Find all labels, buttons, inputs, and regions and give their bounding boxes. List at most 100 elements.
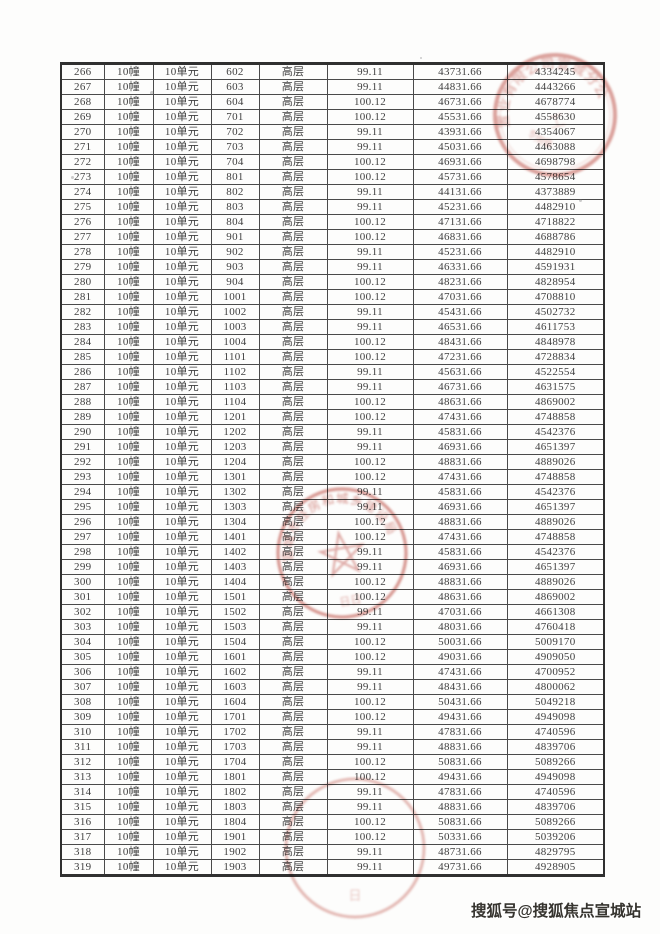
table-cell: 99.11 [326,424,414,440]
table-cell: 10幢 [103,754,154,770]
table-cell: 10单元 [152,274,212,290]
table-cell: 4591931 [506,259,605,275]
table-cell: 10单元 [152,349,212,365]
table-row: 273 10幢 10单元 801 高层 100.12 45731.66 4578654 [60,169,605,185]
table-cell: 48731.66 [412,844,508,860]
table-row: 285 10幢 10单元 1101 高层 100.12 47231.66 4728834 [60,349,605,365]
table-cell: 高层 [258,349,328,365]
table-cell: 313 [60,769,105,785]
table-cell: 100.12 [326,349,414,365]
table-cell: 315 [60,799,105,815]
table-cell: 99.11 [326,319,414,335]
table-cell: 4829795 [506,844,605,860]
table-cell: 10幢 [103,544,154,560]
table-cell: 10幢 [103,334,154,350]
table-cell: 4909050 [506,649,605,665]
table-cell: 高层 [258,679,328,695]
table-cell: 288 [60,394,105,410]
table-cell: 99.11 [326,184,414,200]
table-cell: 99.11 [326,484,414,500]
table-cell: 303 [60,619,105,635]
table-cell: 703 [210,139,260,155]
table-cell: 47831.66 [412,784,508,800]
table-cell: 1004 [210,334,260,350]
table-cell: 4463088 [506,139,605,155]
table-cell: 4760418 [506,619,605,635]
table-cell: 1001 [210,289,260,305]
table-cell: 99.11 [326,844,414,860]
table-cell: 10单元 [152,814,212,830]
table-cell: 10单元 [152,244,212,260]
table-cell: 10幢 [103,739,154,755]
table-cell: 704 [210,154,260,170]
table-cell: 4651397 [506,499,605,515]
table-cell: 287 [60,379,105,395]
table-cell: 5039206 [506,829,605,845]
table-cell: 274 [60,184,105,200]
table-row: 289 10幢 10单元 1201 高层 100.12 47431.66 4748858 [60,409,605,425]
table-cell: 10单元 [152,859,212,876]
table-row: 275 10幢 10单元 803 高层 99.11 45231.66 4482910 [60,199,605,215]
table-cell: 1203 [210,439,260,455]
table-cell: 高层 [258,664,328,680]
table-cell: 10幢 [103,604,154,620]
table-cell: 46731.66 [412,94,508,110]
table-cell: 10幢 [103,439,154,455]
table-cell: 10幢 [103,784,154,800]
table-cell: 285 [60,349,105,365]
table-cell: 10单元 [152,304,212,320]
table-cell: 1402 [210,544,260,560]
table-cell: 4839706 [506,739,605,755]
table-cell: 高层 [258,244,328,260]
table-cell: 10幢 [103,514,154,530]
table-cell: 4698798 [506,154,605,170]
table-cell: 272 [60,154,105,170]
table-cell: 1603 [210,679,260,695]
table-cell: 49431.66 [412,769,508,785]
table-row: 271 10幢 10单元 703 高层 99.11 45031.66 4463088 [60,139,605,155]
table-cell: 10幢 [103,679,154,695]
table-cell: 46931.66 [412,154,508,170]
table-cell: 10单元 [152,109,212,125]
table-cell: 4848978 [506,334,605,350]
table-row: 314 10幢 10单元 1802 高层 99.11 47831.66 4740596 [60,784,605,800]
table-cell: 48631.66 [412,394,508,410]
table-row: 309 10幢 10单元 1701 高层 100.12 49431.66 4949098 [60,709,605,725]
table-row: 282 10幢 10单元 1002 高层 99.11 45431.66 4502732 [60,304,605,320]
table-cell: 10幢 [103,214,154,230]
table-cell: 602 [210,63,260,80]
table-cell: 269 [60,109,105,125]
table-cell: 99.11 [326,619,414,635]
table-cell: 10单元 [152,469,212,485]
table-cell: 48831.66 [412,514,508,530]
table-cell: 10幢 [103,244,154,260]
table-cell: 高层 [258,589,328,605]
table-cell: 5089266 [506,814,605,830]
table-cell: 4708810 [506,289,605,305]
table-cell: 99.11 [326,739,414,755]
table-cell: 10幢 [103,259,154,275]
table-cell: 1401 [210,529,260,545]
table-cell: 903 [210,259,260,275]
table-cell: 319 [60,859,105,876]
table-cell: 10幢 [103,724,154,740]
table-cell: 100.12 [326,514,414,530]
table-cell: 10幢 [103,469,154,485]
table-cell: 271 [60,139,105,155]
table-cell: 高层 [258,229,328,245]
table-cell: 1701 [210,709,260,725]
table-cell: 高层 [258,724,328,740]
table-cell: 1502 [210,604,260,620]
table-row: 295 10幢 10单元 1303 高层 99.11 46931.66 4651397 [60,499,605,515]
table-cell: 300 [60,574,105,590]
table-cell: 281 [60,289,105,305]
table-cell: 10单元 [152,169,212,185]
table-cell: 1702 [210,724,260,740]
table-cell: 10单元 [152,319,212,335]
table-cell: 45831.66 [412,544,508,560]
table-cell: 1104 [210,394,260,410]
table-row: 293 10幢 10单元 1301 高层 100.12 47431.66 4748858 [60,469,605,485]
table-cell: 10幢 [103,634,154,650]
table-row: 305 10幢 10单元 1601 高层 100.12 49031.66 4909050 [60,649,605,665]
